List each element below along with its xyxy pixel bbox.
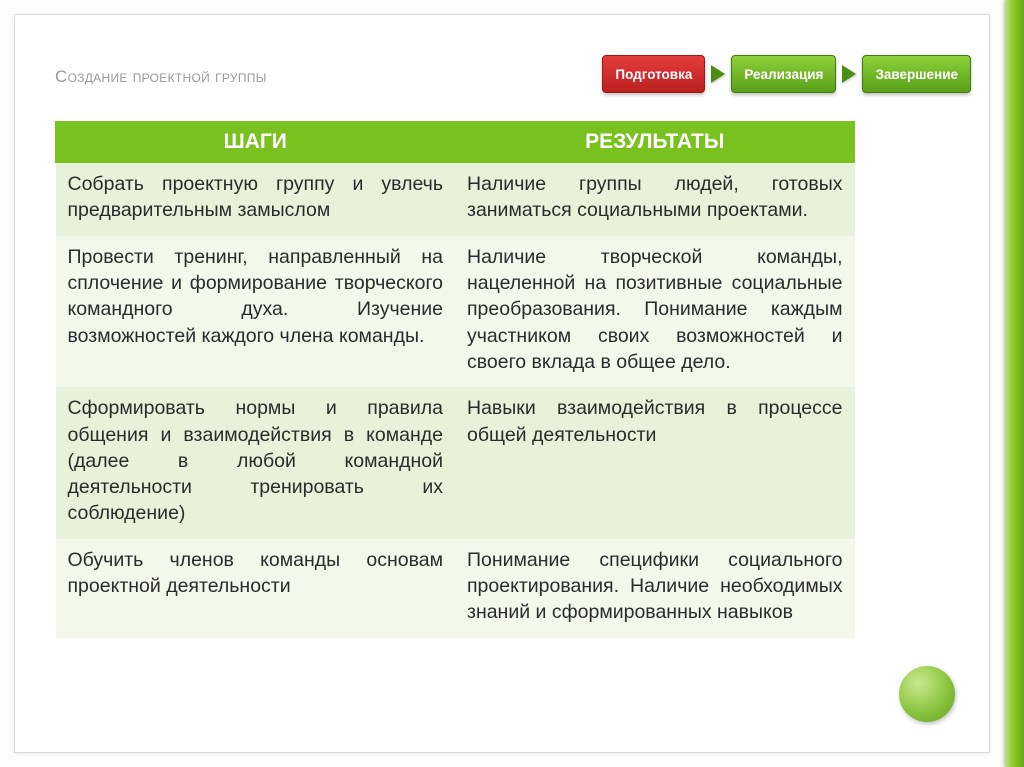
- table-row: Сформировать нормы и правила общения и в…: [56, 387, 855, 539]
- slide-frame: Создание проектной группы Подготовка Реа…: [14, 14, 990, 753]
- arrow-icon: [842, 65, 856, 83]
- cell-step: Обучить членов команды основам проектной…: [56, 539, 456, 638]
- cell-result: Наличие группы людей, готовых заниматься…: [455, 163, 855, 236]
- stage-completion: Завершение: [862, 55, 971, 93]
- table-row: Собрать проектную группу и увлечь предва…: [56, 163, 855, 236]
- cell-step: Провести тренинг, направленный на сплоче…: [56, 236, 456, 388]
- accent-side-bar: [1006, 0, 1024, 767]
- cell-result: Навыки взаимодействия в процессе общей д…: [455, 387, 855, 539]
- steps-results-table: ШАГИ РЕЗУЛЬТАТЫ Собрать проектную группу…: [55, 121, 855, 638]
- table-row: Провести тренинг, направленный на сплоче…: [56, 236, 855, 388]
- cell-step: Сформировать нормы и правила общения и в…: [56, 387, 456, 539]
- cell-result: Наличие творческой команды, нацеленной н…: [455, 236, 855, 388]
- stage-strip: Подготовка Реализация Завершение: [602, 55, 971, 93]
- table-row: Обучить членов команды основам проектной…: [56, 539, 855, 638]
- stage-preparation: Подготовка: [602, 55, 705, 93]
- stage-realization: Реализация: [731, 55, 836, 93]
- cell-result: Понимание специфики социального проектир…: [455, 539, 855, 638]
- slide-title: Создание проектной группы: [55, 67, 267, 87]
- col-header-results: РЕЗУЛЬТАТЫ: [455, 122, 855, 163]
- col-header-steps: ШАГИ: [56, 122, 456, 163]
- decorative-circle-icon: [899, 666, 955, 722]
- arrow-icon: [711, 65, 725, 83]
- accent-side-bar-shadow: [1000, 0, 1006, 767]
- cell-step: Собрать проектную группу и увлечь предва…: [56, 163, 456, 236]
